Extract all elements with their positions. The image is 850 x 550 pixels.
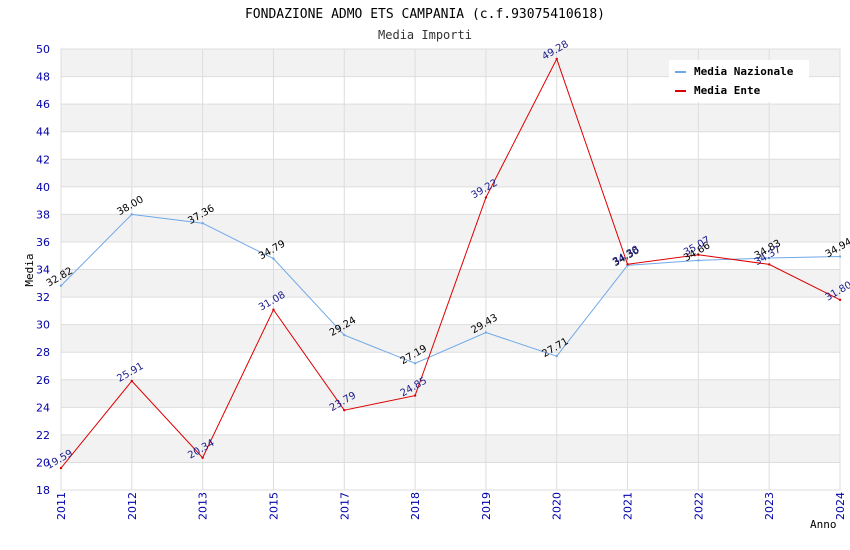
y-tick-label: 48 [36,71,50,84]
x-axis-label: Anno [810,518,837,531]
x-tick-label: 2022 [692,492,705,520]
legend-label-media-nazionale: Media Nazionale [694,65,794,78]
y-tick-label: 42 [36,153,50,166]
grid-band [61,269,840,298]
data-point-media-ente [484,196,488,199]
data-point-media-nazionale [272,257,275,260]
y-tick-label: 24 [36,401,50,414]
grid-band [61,159,840,187]
grid-band [61,104,840,132]
data-point-media-ente [343,409,346,412]
grid-lines [60,48,841,491]
grid-band [61,186,840,215]
x-axis-ticks: 2011 2012 2013 2015 2017 2018 2019 2020 2021 2022… [55,492,847,520]
x-tick-label: 2015 [267,492,280,520]
grid-band [61,297,840,325]
grid-band [61,352,840,380]
series-line-media-ente [60,57,841,469]
x-tick-label: 2013 [197,492,210,520]
data-point-media-nazionale [59,284,63,287]
y-tick-label: 28 [36,346,50,359]
grid-bands [61,49,840,490]
series-lines [59,57,842,470]
data-point-media-ente [201,456,204,459]
data-point-media-nazionale [838,255,842,258]
grid-band [61,407,840,435]
data-point-media-ente [130,379,134,383]
chart-subtitle: Media Importi [378,28,472,42]
x-tick-label: 2021 [622,492,635,520]
y-tick-label: 20 [36,456,50,469]
grid-band [61,434,840,463]
chart-title: FONDAZIONE ADMO ETS CAMPANIA (c.f.930754… [245,7,605,22]
data-point-media-nazionale [201,221,204,225]
y-tick-label: 36 [36,236,50,249]
data-point-media-nazionale [697,259,700,262]
y-tick-label: 26 [36,374,50,387]
y-axis-label: Media [23,253,36,286]
data-point-media-ente [838,298,842,302]
data-point-media-ente [413,394,417,397]
data-point-media-nazionale [484,331,488,334]
x-tick-label: 2023 [763,492,776,520]
data-point-media-ente [555,57,558,61]
data-point-media-ente [626,263,629,266]
y-tick-label: 38 [36,208,50,221]
y-tick-label: 44 [36,126,50,139]
data-point-media-ente [767,263,771,266]
series-line-media-nazionale [60,213,841,364]
plot-frame [60,48,841,491]
x-tick-label: 2019 [480,492,493,520]
legend: Media Nazionale Media Ente [669,60,809,102]
y-tick-label: 50 [36,43,50,56]
y-tick-label: 46 [36,98,50,111]
data-point-media-nazionale [343,333,346,337]
legend-box [669,60,809,102]
grid-band [61,214,840,242]
y-tick-label: 22 [36,429,50,442]
grid-band [61,379,840,408]
data-point-media-ente [272,308,275,311]
x-tick-label: 2018 [409,492,422,520]
y-tick-label: 30 [36,319,50,332]
data-point-media-ente [59,466,63,470]
data-point-media-nazionale [555,354,558,358]
x-tick-label: 2024 [834,492,847,520]
y-tick-label: 34 [36,264,50,277]
grid-band [61,241,840,270]
x-tick-label: 2011 [55,492,68,520]
grid-band [61,131,840,160]
grid-band [61,462,840,490]
y-tick-label: 40 [36,181,50,194]
data-point-media-nazionale [767,256,771,260]
data-point-media-ente [697,253,700,256]
data-point-media-nazionale [130,213,134,216]
data-point-media-nazionale [413,362,417,365]
x-tick-label: 2020 [551,492,564,520]
y-tick-label: 32 [36,291,50,304]
x-tick-label: 2012 [126,492,139,520]
x-tick-label: 2017 [338,492,351,520]
y-axis-ticks: 18 20 22 24 26 28 30 32 34 36 38 40 42 44 46 48 50 [36,43,50,497]
y-tick-label: 18 [36,484,50,497]
legend-label-media-ente: Media Ente [694,84,761,97]
